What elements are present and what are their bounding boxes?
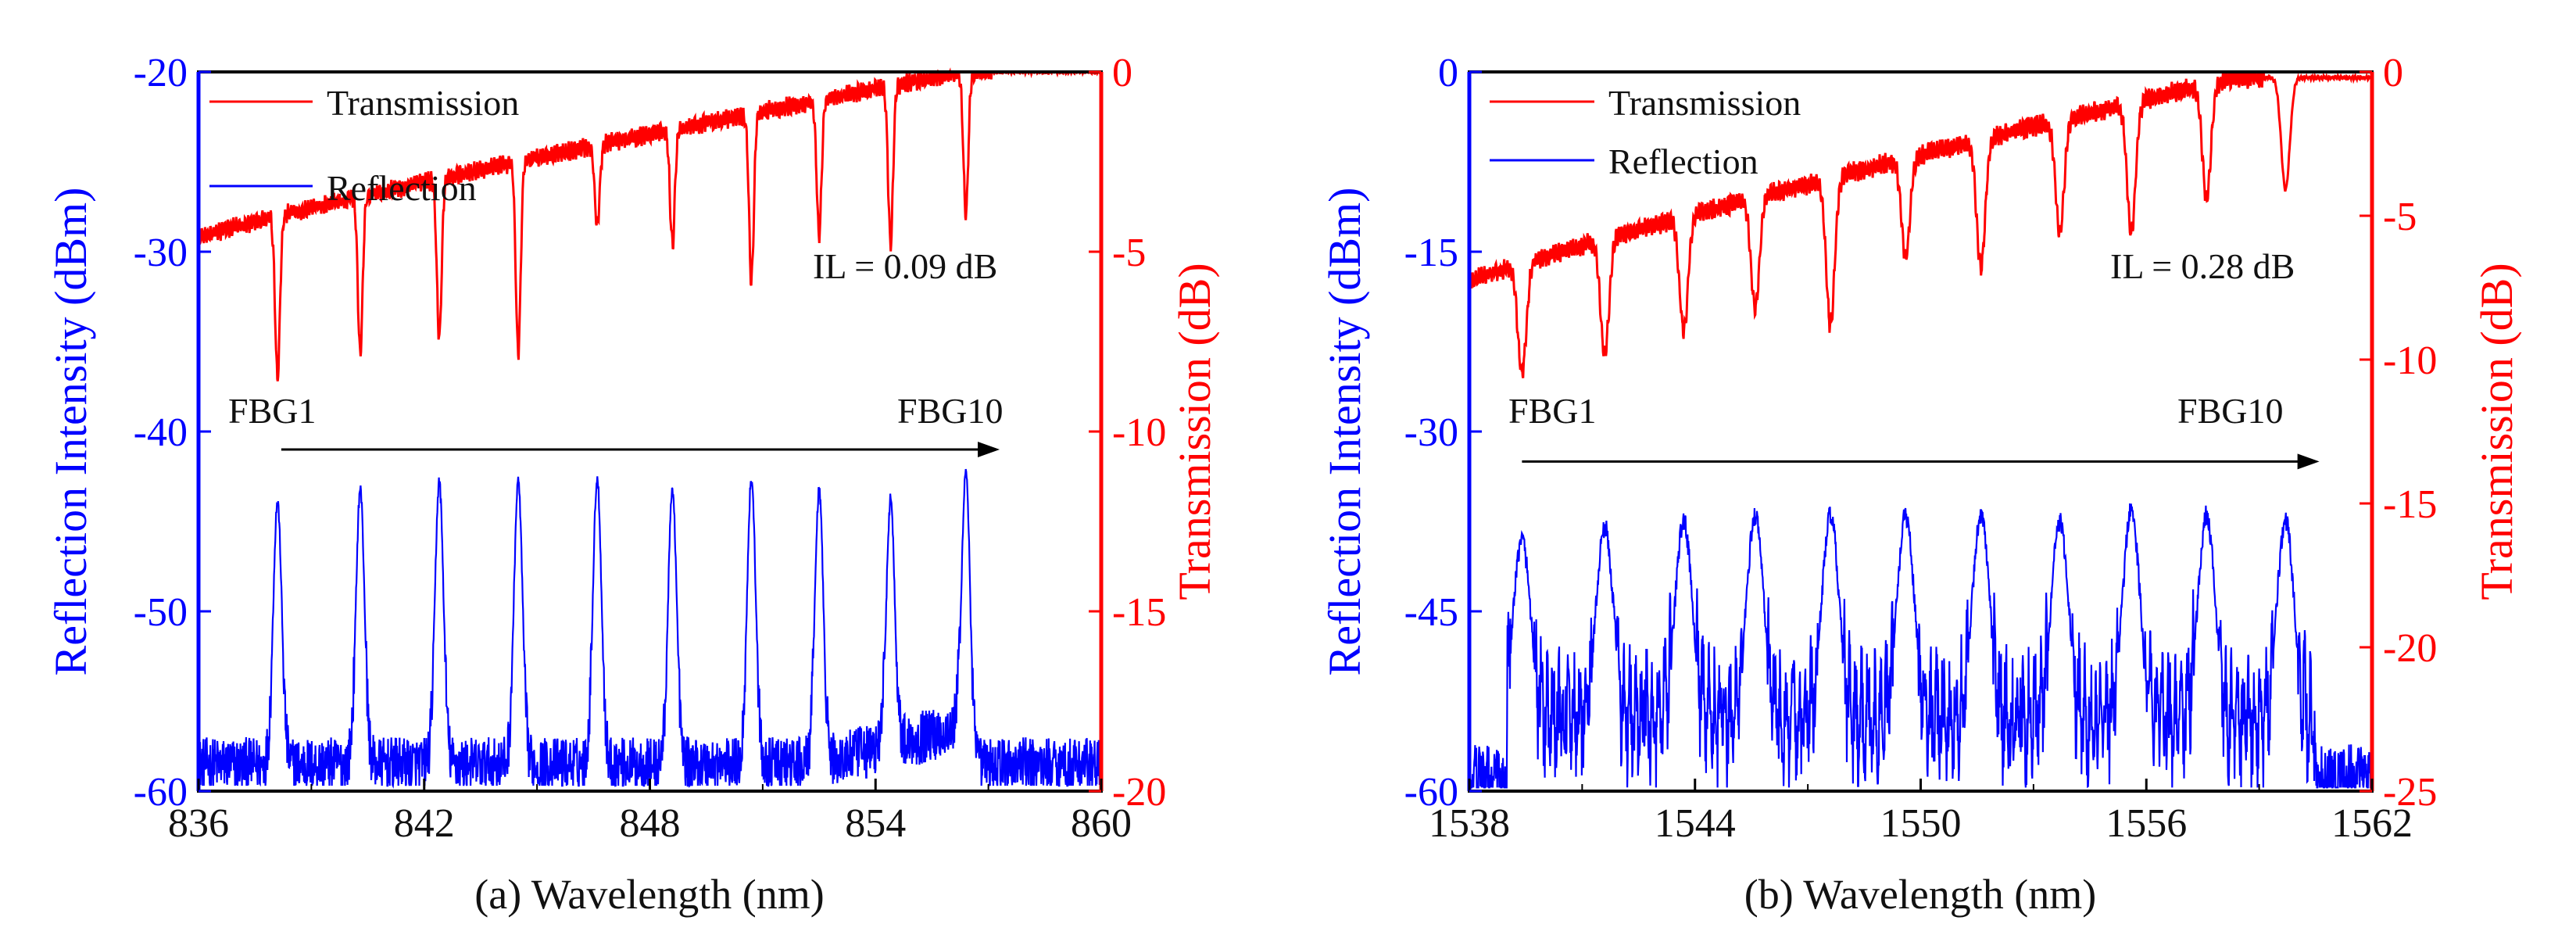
panel-b-chart: 1538 1544 1550 1556 1562 -60-45-30-150 -25-2… [1319,51,2522,918]
y-tick-label: -60 [1404,770,1458,815]
y2-tick-label: -20 [2383,626,2437,671]
x-tick-label: 1550 [1880,801,1962,846]
y2-tick-label: -15 [1112,590,1166,635]
panel-b-reflection-line [1468,503,2374,789]
y-tick-label: -30 [134,231,188,275]
panel-a-fbg1-label: FBG1 [228,391,316,431]
panel-b-legend-transmission-label: Transmission [1608,83,1801,123]
panel-b-il-annotation: IL = 0.28 dB [2110,246,2295,286]
panel-b-legend-reflection-label: Reflection [1608,141,1758,181]
y2-tick-label: -5 [2383,195,2417,239]
x-tick-label: 854 [845,801,906,846]
panel-b-fbg10-label: FBG10 [2177,391,2283,431]
panel-b-y2-ticks: -25 -20 -15 -10 -5 0 [2360,51,2437,815]
y2-tick-label: 0 [2383,51,2403,95]
panel-b-x-ticks: 1538 1544 1550 1556 1562 [1429,779,2413,846]
panel-a-right-axis-label: Transmission (dB) [1169,263,1220,600]
y2-tick-label: -25 [2383,770,2437,815]
panel-a-il-annotation: IL = 0.09 dB [813,246,997,286]
x-tick-label: 842 [394,801,455,846]
x-tick-label: 836 [168,801,229,846]
panel-b-left-axis-label: Reflection Intensity (dBm) [1319,188,1370,676]
panel-b-y-ticks: -60 -45 -30 -15 0 [1404,51,1482,815]
panel-b-x-axis-label: (b) Wavelength (nm) [1744,871,2097,918]
panel-a-fbg-arrow [281,442,1000,457]
y-tick-label: 0 [1438,51,1458,95]
y2-tick-label: -15 [2383,482,2437,527]
panel-a-y2-ticks: -20 -15 -10 -5 0 [1089,51,1166,815]
y2-tick-label: -10 [1112,410,1166,455]
y2-tick-label: 0 [1112,51,1132,95]
panel-a-y-ticks: -60 -50 -40 -30 -20 [134,51,211,815]
y-tick-label: -20 [134,51,188,95]
x-tick-label: 848 [620,801,681,846]
y-tick-label: -15 [1404,231,1458,275]
x-tick-label: 1544 [1655,801,1736,846]
y-tick-label: -40 [134,410,188,455]
panel-b-right-axis-label: Transmission (dB) [2471,263,2522,600]
panel-b-transmission-line [1468,70,2373,378]
arrow-head [978,442,1000,457]
panel-a-legend-transmission-label: Transmission [327,83,519,123]
y2-tick-label: -10 [2383,338,2437,383]
panel-a-x-axis-label: (a) Wavelength (nm) [474,871,824,918]
panel-a-transmission-line [197,67,1102,381]
y-tick-label: -45 [1404,590,1458,635]
y-tick-label: -50 [134,590,188,635]
panel-a-chart: 836 842 848 854 860 -60-50-40-30-20 -20-15-1… [45,51,1220,918]
x-tick-label: 1556 [2106,801,2187,846]
arrow-head [2297,453,2320,470]
y2-tick-label: -20 [1112,770,1166,815]
x-tick-label: 1538 [1429,801,1510,846]
panel-a-left-axis-label: Reflection Intensity (dBm) [45,188,96,676]
panel-b-fbg-arrow [1522,453,2320,470]
panel-a-legend-reflection-label: Reflection [327,168,477,208]
panel-b-fbg1-label: FBG1 [1508,391,1596,431]
panel-a-x-ticks: 836 842 848 854 860 [168,779,1132,846]
y-tick-label: -60 [134,770,188,815]
x-tick-label: 1562 [2331,801,2413,846]
y-tick-label: -30 [1404,410,1458,455]
panel-a-fbg10-label: FBG10 [897,391,1003,431]
x-tick-label: 860 [1071,801,1132,846]
y2-tick-label: -5 [1112,231,1146,275]
